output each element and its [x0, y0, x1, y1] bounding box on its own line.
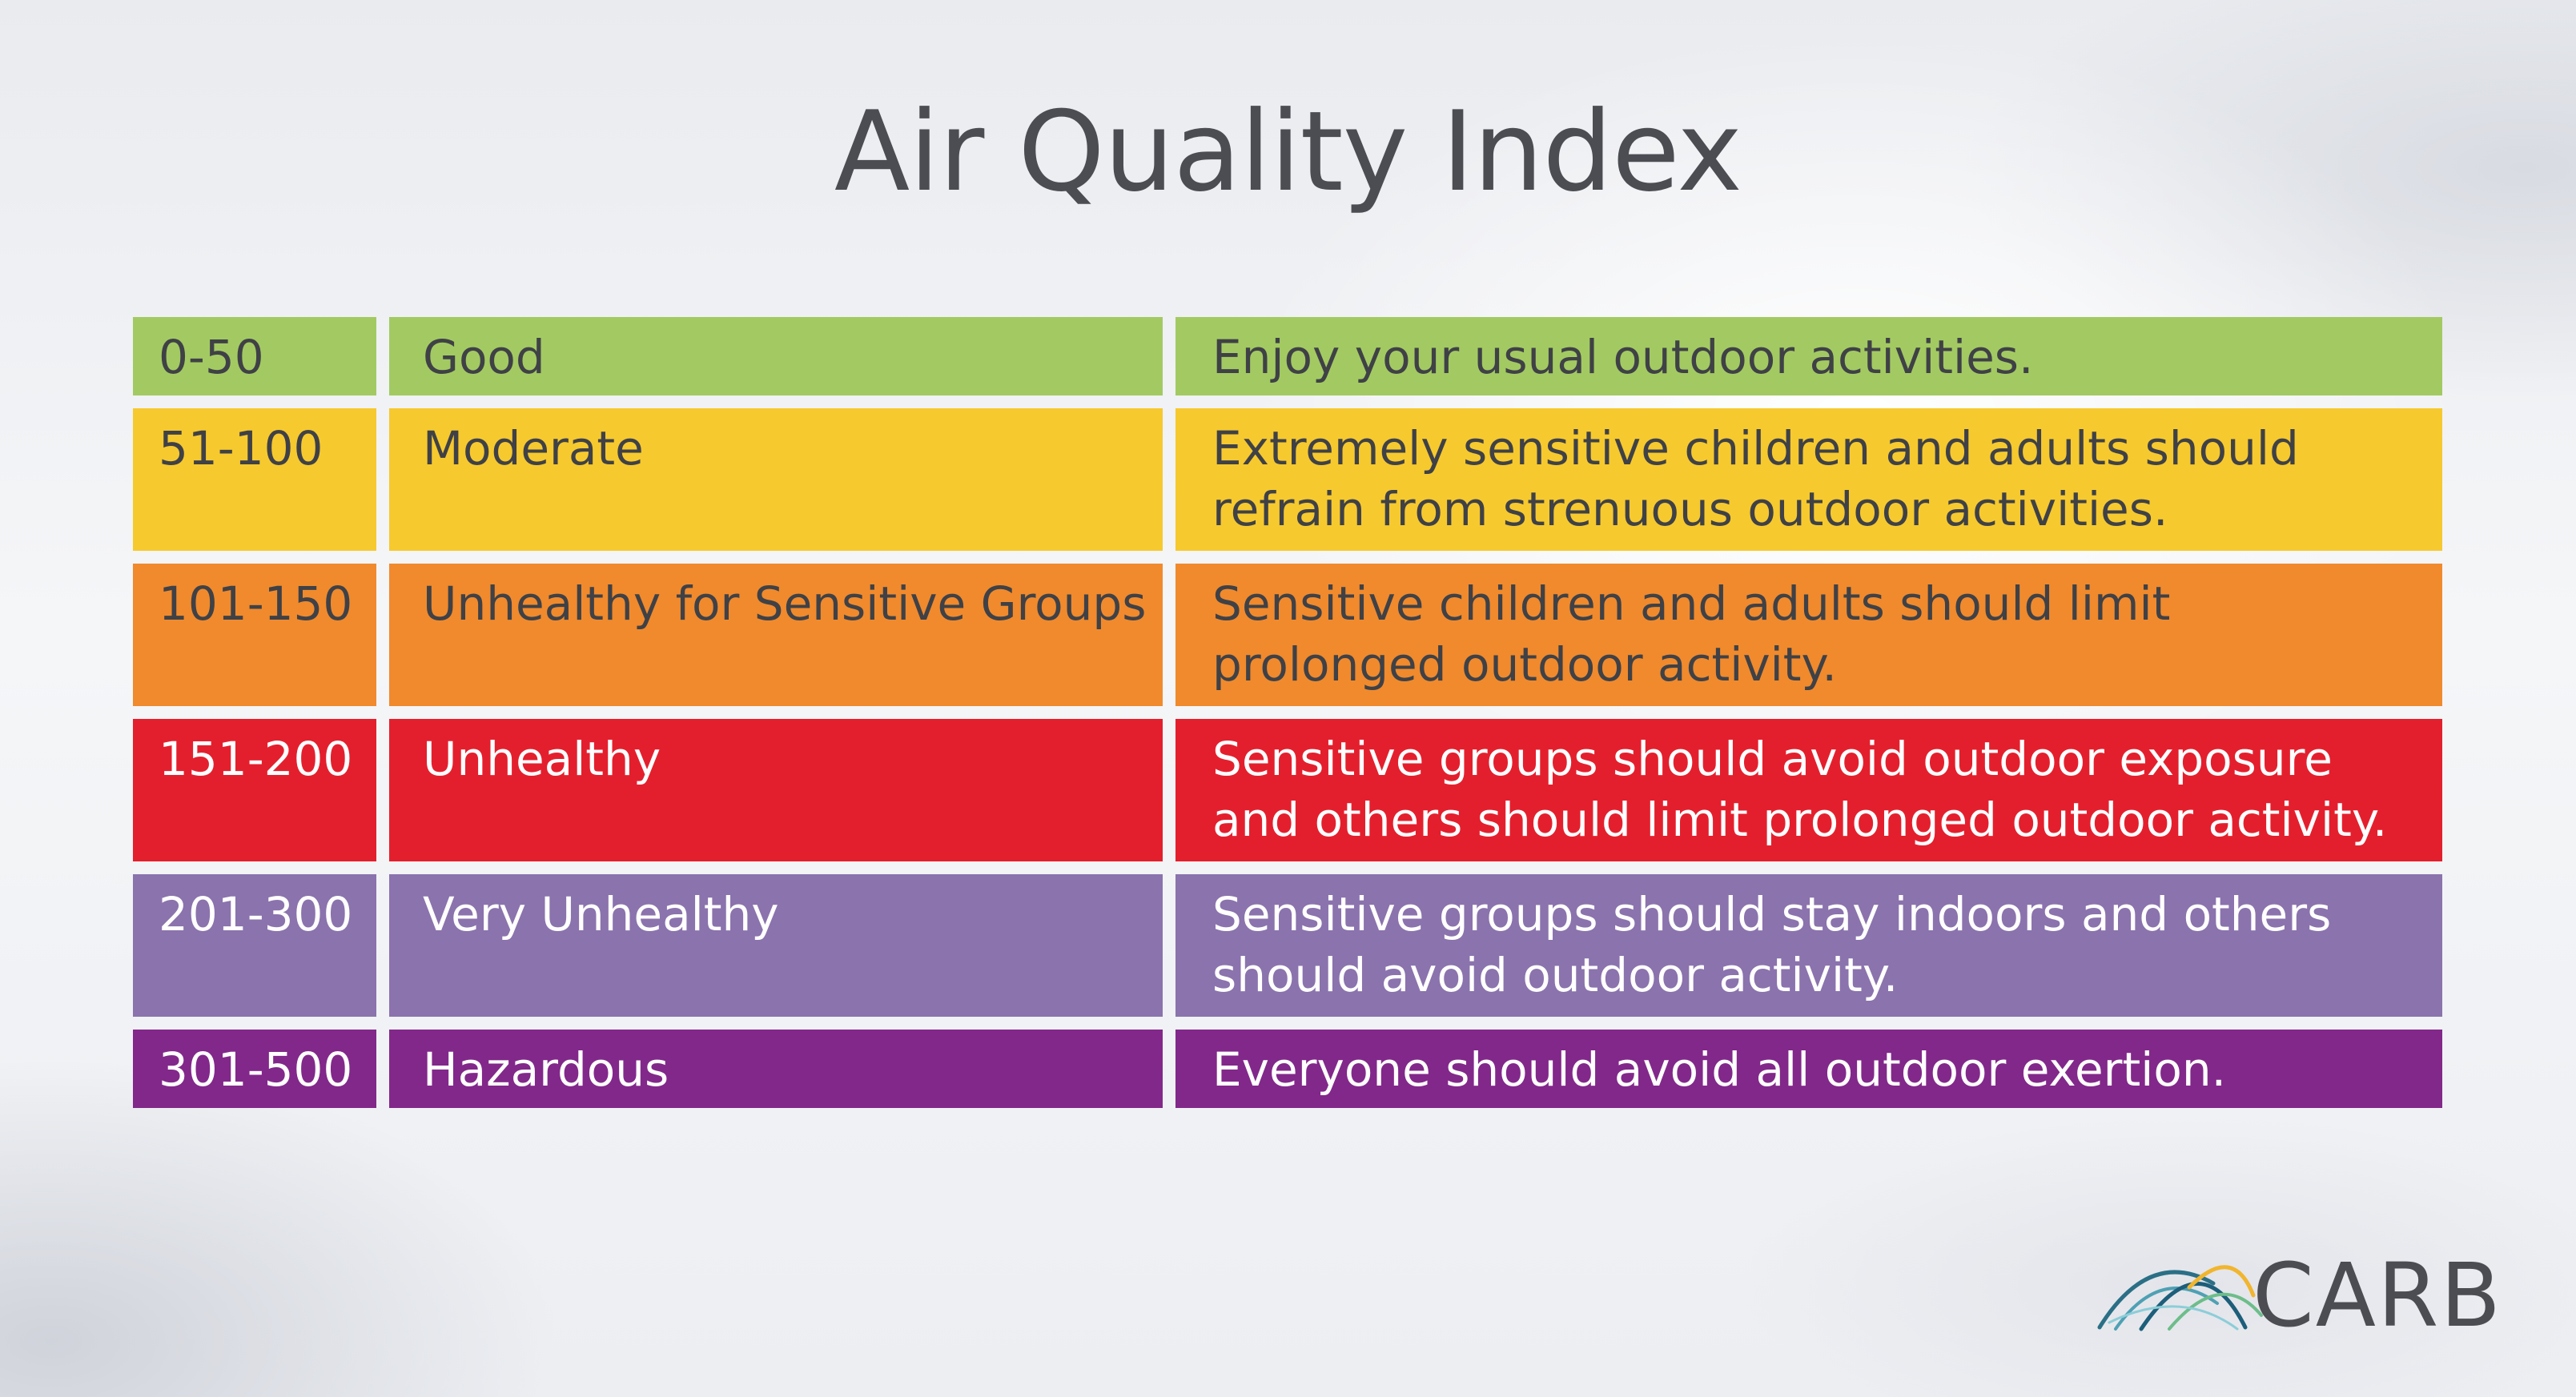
level-cell: Hazardous	[389, 1030, 1163, 1108]
level-cell: Unhealthy	[389, 719, 1163, 861]
description-cell: Enjoy your usual outdoor activities.	[1175, 317, 2442, 395]
level-cell: Unhealthy for Sensitive Groups	[389, 564, 1163, 706]
page-title: Air Quality Index	[834, 87, 1742, 216]
description-line: and others should limit prolonged outdoo…	[1212, 793, 2388, 847]
range-cell: 0-50	[133, 317, 376, 395]
description-line: Sensitive groups should avoid outdoor ex…	[1212, 732, 2333, 786]
description-line: Everyone should avoid all outdoor exerti…	[1212, 1042, 2227, 1097]
carb-arcs-icon	[2097, 1265, 2263, 1331]
range-cell: 151-200	[133, 719, 376, 861]
description-line: Sensitive groups should stay indoors and…	[1212, 887, 2332, 941]
level-cell: Very Unhealthy	[389, 874, 1163, 1017]
description-line: Extremely sensitive children and adults …	[1212, 421, 2299, 476]
aqi-row-very-unhealthy: 201-300 Very Unhealthy Sensitive groups …	[133, 874, 2442, 1017]
description-cell: Sensitive groups should stay indoors and…	[1175, 874, 2442, 1017]
description-line: refrain from strenuous outdoor activitie…	[1212, 482, 2168, 536]
range-cell: 101-150	[133, 564, 376, 706]
carb-logo-text: CARB	[2252, 1244, 2502, 1347]
aqi-row-unhealthy-sensitive: 101-150 Unhealthy for Sensitive Groups S…	[133, 564, 2442, 706]
description-line: should avoid outdoor activity.	[1212, 948, 1899, 1002]
description-cell: Sensitive groups should avoid outdoor ex…	[1175, 719, 2442, 861]
aqi-row-moderate: 51-100 Moderate Extremely sensitive chil…	[133, 408, 2442, 551]
range-cell: 301-500	[133, 1030, 376, 1108]
aqi-row-good: 0-50 Good Enjoy your usual outdoor activ…	[133, 317, 2442, 395]
aqi-row-unhealthy: 151-200 Unhealthy Sensitive groups shoul…	[133, 719, 2442, 861]
description-line: prolonged outdoor activity.	[1212, 637, 1837, 692]
description-line: Sensitive children and adults should lim…	[1212, 576, 2171, 631]
description-cell: Extremely sensitive children and adults …	[1175, 408, 2442, 551]
aqi-table: 0-50 Good Enjoy your usual outdoor activ…	[133, 317, 2442, 1121]
description-cell: Everyone should avoid all outdoor exerti…	[1175, 1030, 2442, 1108]
range-cell: 51-100	[133, 408, 376, 551]
description-cell: Sensitive children and adults should lim…	[1175, 564, 2442, 706]
level-cell: Good	[389, 317, 1163, 395]
aqi-row-hazardous: 301-500 Hazardous Everyone should avoid …	[133, 1030, 2442, 1108]
description-line: Enjoy your usual outdoor activities.	[1212, 330, 2034, 384]
level-cell: Moderate	[389, 408, 1163, 551]
range-cell: 201-300	[133, 874, 376, 1017]
